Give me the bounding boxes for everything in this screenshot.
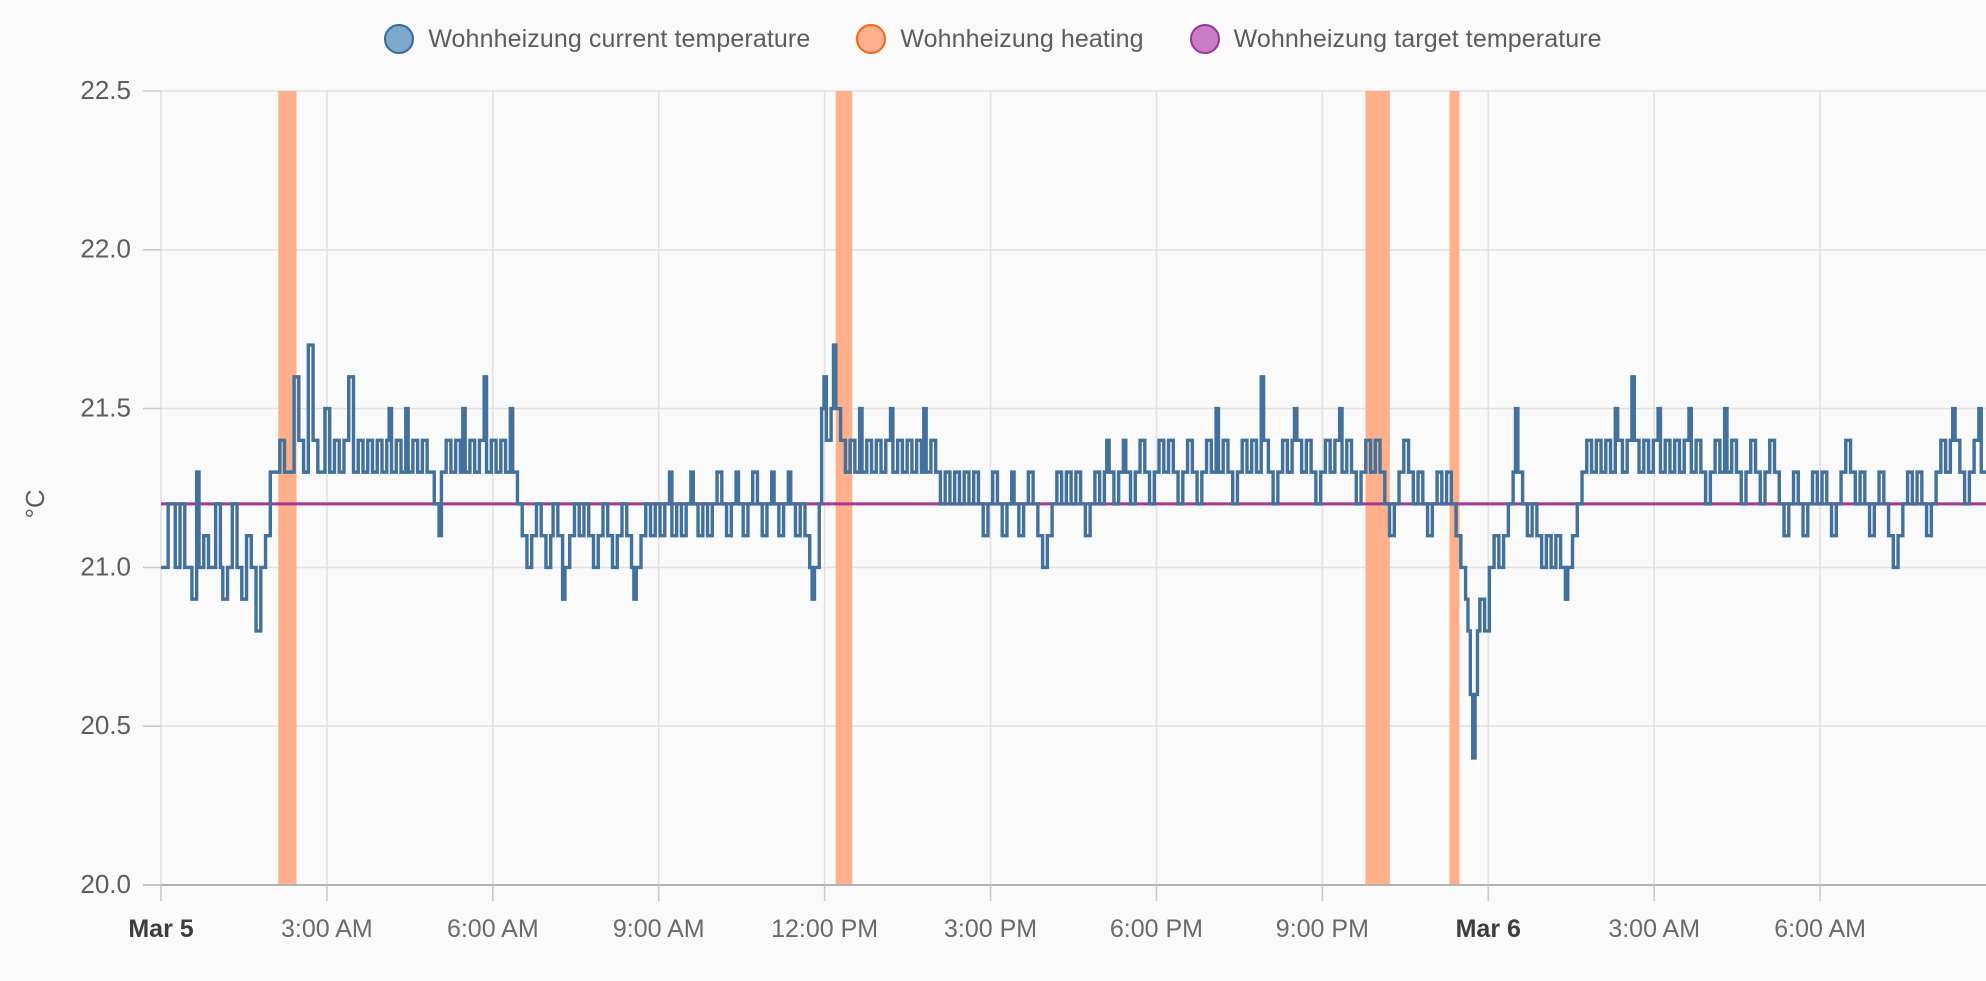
xtick-label-6: 6:00 PM bbox=[1110, 915, 1203, 943]
circle-marker-icon bbox=[856, 24, 887, 54]
xtick-label-4: 12:00 PM bbox=[771, 915, 878, 943]
xtick-label-8: Mar 6 bbox=[1456, 915, 1521, 943]
xtick-label-3: 9:00 AM bbox=[613, 915, 705, 943]
plot-background bbox=[161, 91, 1986, 885]
xtick-label-2: 6:00 AM bbox=[447, 915, 539, 943]
legend-item-current-temperature[interactable]: Wohnheizung current temperature bbox=[384, 24, 810, 54]
legend-item-heating[interactable]: Wohnheizung heating bbox=[856, 24, 1144, 54]
ytick-label-4: 20.5 bbox=[80, 710, 131, 740]
legend-item-target-temperature[interactable]: Wohnheizung target temperature bbox=[1189, 24, 1602, 54]
circle-marker-icon bbox=[1189, 24, 1220, 54]
ytick-label-5: 20.0 bbox=[80, 869, 131, 899]
legend-item-label: Wohnheizung target temperature bbox=[1233, 24, 1602, 53]
chart-legend: Wohnheizung current temperature Wohnheizu… bbox=[0, 0, 1986, 78]
legend-item-label: Wohnheizung current temperature bbox=[428, 24, 811, 53]
y-axis-title: °C bbox=[20, 489, 50, 518]
xtick-label-9: 3:00 AM bbox=[1608, 915, 1700, 943]
ytick-label-1: 22.0 bbox=[80, 234, 131, 264]
temperature-chart[interactable]: 22.5 22.0 21.5 21.0 20.5 20.0 °C Mar 5 3:00 AM 6:… bbox=[0, 60, 1986, 981]
heating-band bbox=[835, 91, 853, 885]
ytick-label-0: 22.5 bbox=[80, 75, 131, 105]
xtick-label-10: 6:00 AM bbox=[1774, 915, 1866, 943]
xtick-label-1: 3:00 AM bbox=[281, 915, 373, 943]
circle-marker-icon bbox=[384, 24, 415, 54]
current-temperature-line bbox=[161, 343, 1986, 760]
xtick-label-0: Mar 5 bbox=[128, 915, 193, 943]
ytick-label-3: 21.0 bbox=[80, 551, 131, 581]
legend-item-label: Wohnheizung heating bbox=[900, 24, 1144, 53]
heating-band bbox=[1449, 91, 1460, 885]
ytick-label-2: 21.5 bbox=[80, 392, 131, 422]
xtick-label-7: 9:00 PM bbox=[1276, 915, 1369, 943]
chart-container: 22.5 22.0 21.5 21.0 20.5 20.0 °C Mar 5 3:00 AM 6:… bbox=[0, 60, 1986, 981]
heating-band bbox=[278, 91, 297, 885]
xtick-label-5: 3:00 PM bbox=[944, 915, 1037, 943]
